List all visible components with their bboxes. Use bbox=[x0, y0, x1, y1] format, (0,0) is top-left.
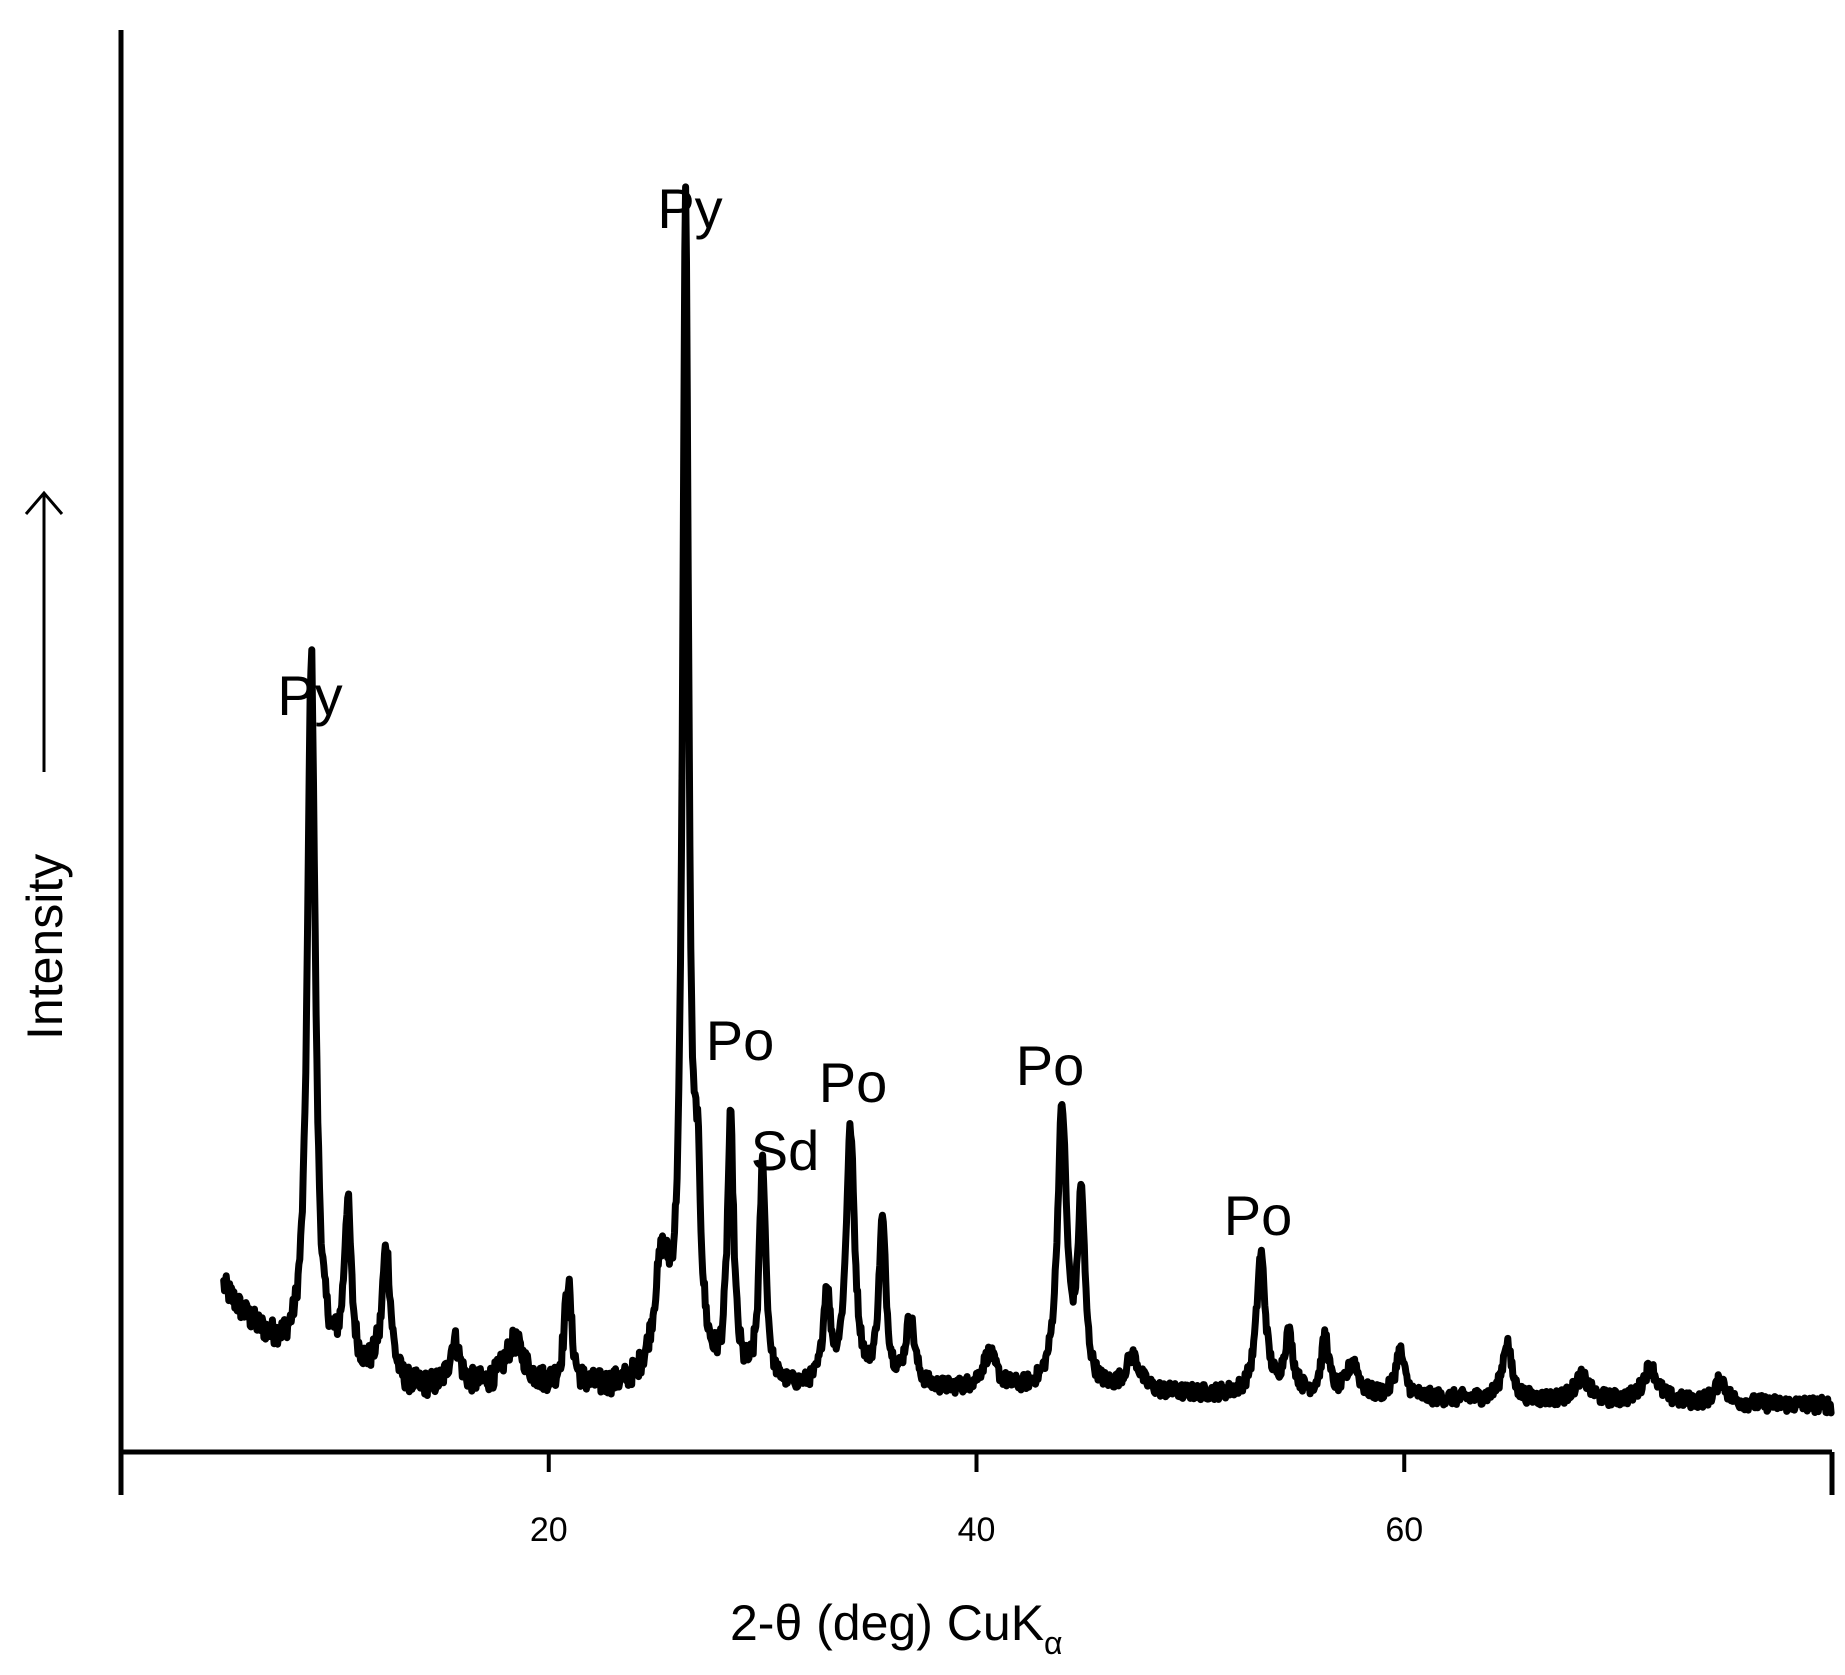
peak-label-py: Py bbox=[657, 177, 722, 240]
peak-label-po: Po bbox=[706, 1009, 775, 1072]
x-axis-title-text: 2-θ (deg) CuK bbox=[730, 1595, 1044, 1651]
peak-label-py: Py bbox=[277, 664, 342, 727]
peak-label-po: Po bbox=[1016, 1034, 1085, 1097]
peak-label-sd: Sd bbox=[751, 1119, 820, 1182]
x-axis-title-subscript: α bbox=[1044, 1625, 1063, 1661]
peak-label-po: Po bbox=[819, 1051, 888, 1114]
x-tick-label: 20 bbox=[530, 1511, 568, 1549]
x-tick-label: 60 bbox=[1385, 1511, 1423, 1549]
peak-label-po: Po bbox=[1224, 1184, 1293, 1247]
y-axis-title: Intensity bbox=[17, 854, 73, 1040]
y-axis-arrow-head bbox=[24, 490, 64, 515]
y-axis-title-group: Intensity bbox=[17, 490, 73, 1040]
x-axis-title: 2-θ (deg) CuKα bbox=[730, 1595, 1063, 1661]
x-tick-label: 40 bbox=[958, 1511, 996, 1549]
x-ticks: 20 40 60 bbox=[530, 1452, 1423, 1549]
diffraction-trace bbox=[220, 183, 1835, 1417]
